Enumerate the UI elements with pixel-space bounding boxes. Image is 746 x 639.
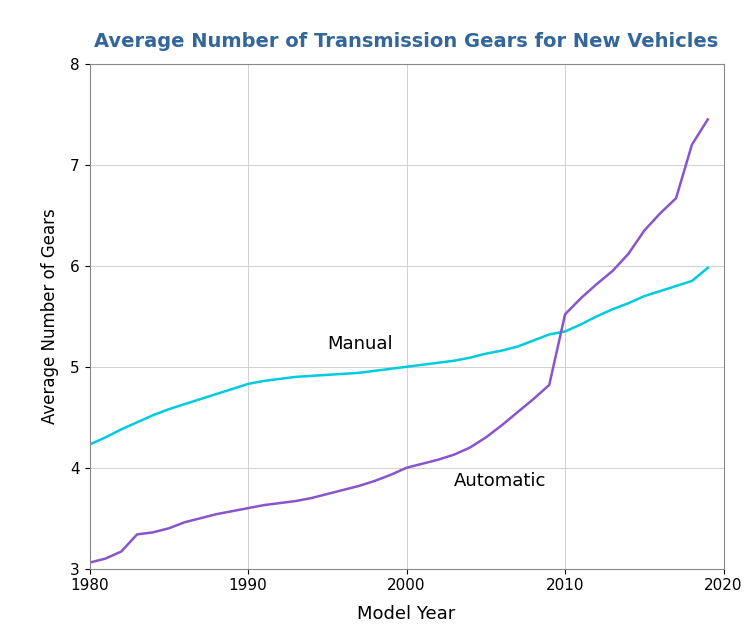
Text: Automatic: Automatic — [454, 472, 547, 490]
Y-axis label: Average Number of Gears: Average Number of Gears — [41, 208, 59, 424]
Title: Average Number of Transmission Gears for New Vehicles: Average Number of Transmission Gears for… — [95, 32, 718, 51]
X-axis label: Model Year: Model Year — [357, 604, 456, 622]
Text: Manual: Manual — [327, 335, 393, 353]
